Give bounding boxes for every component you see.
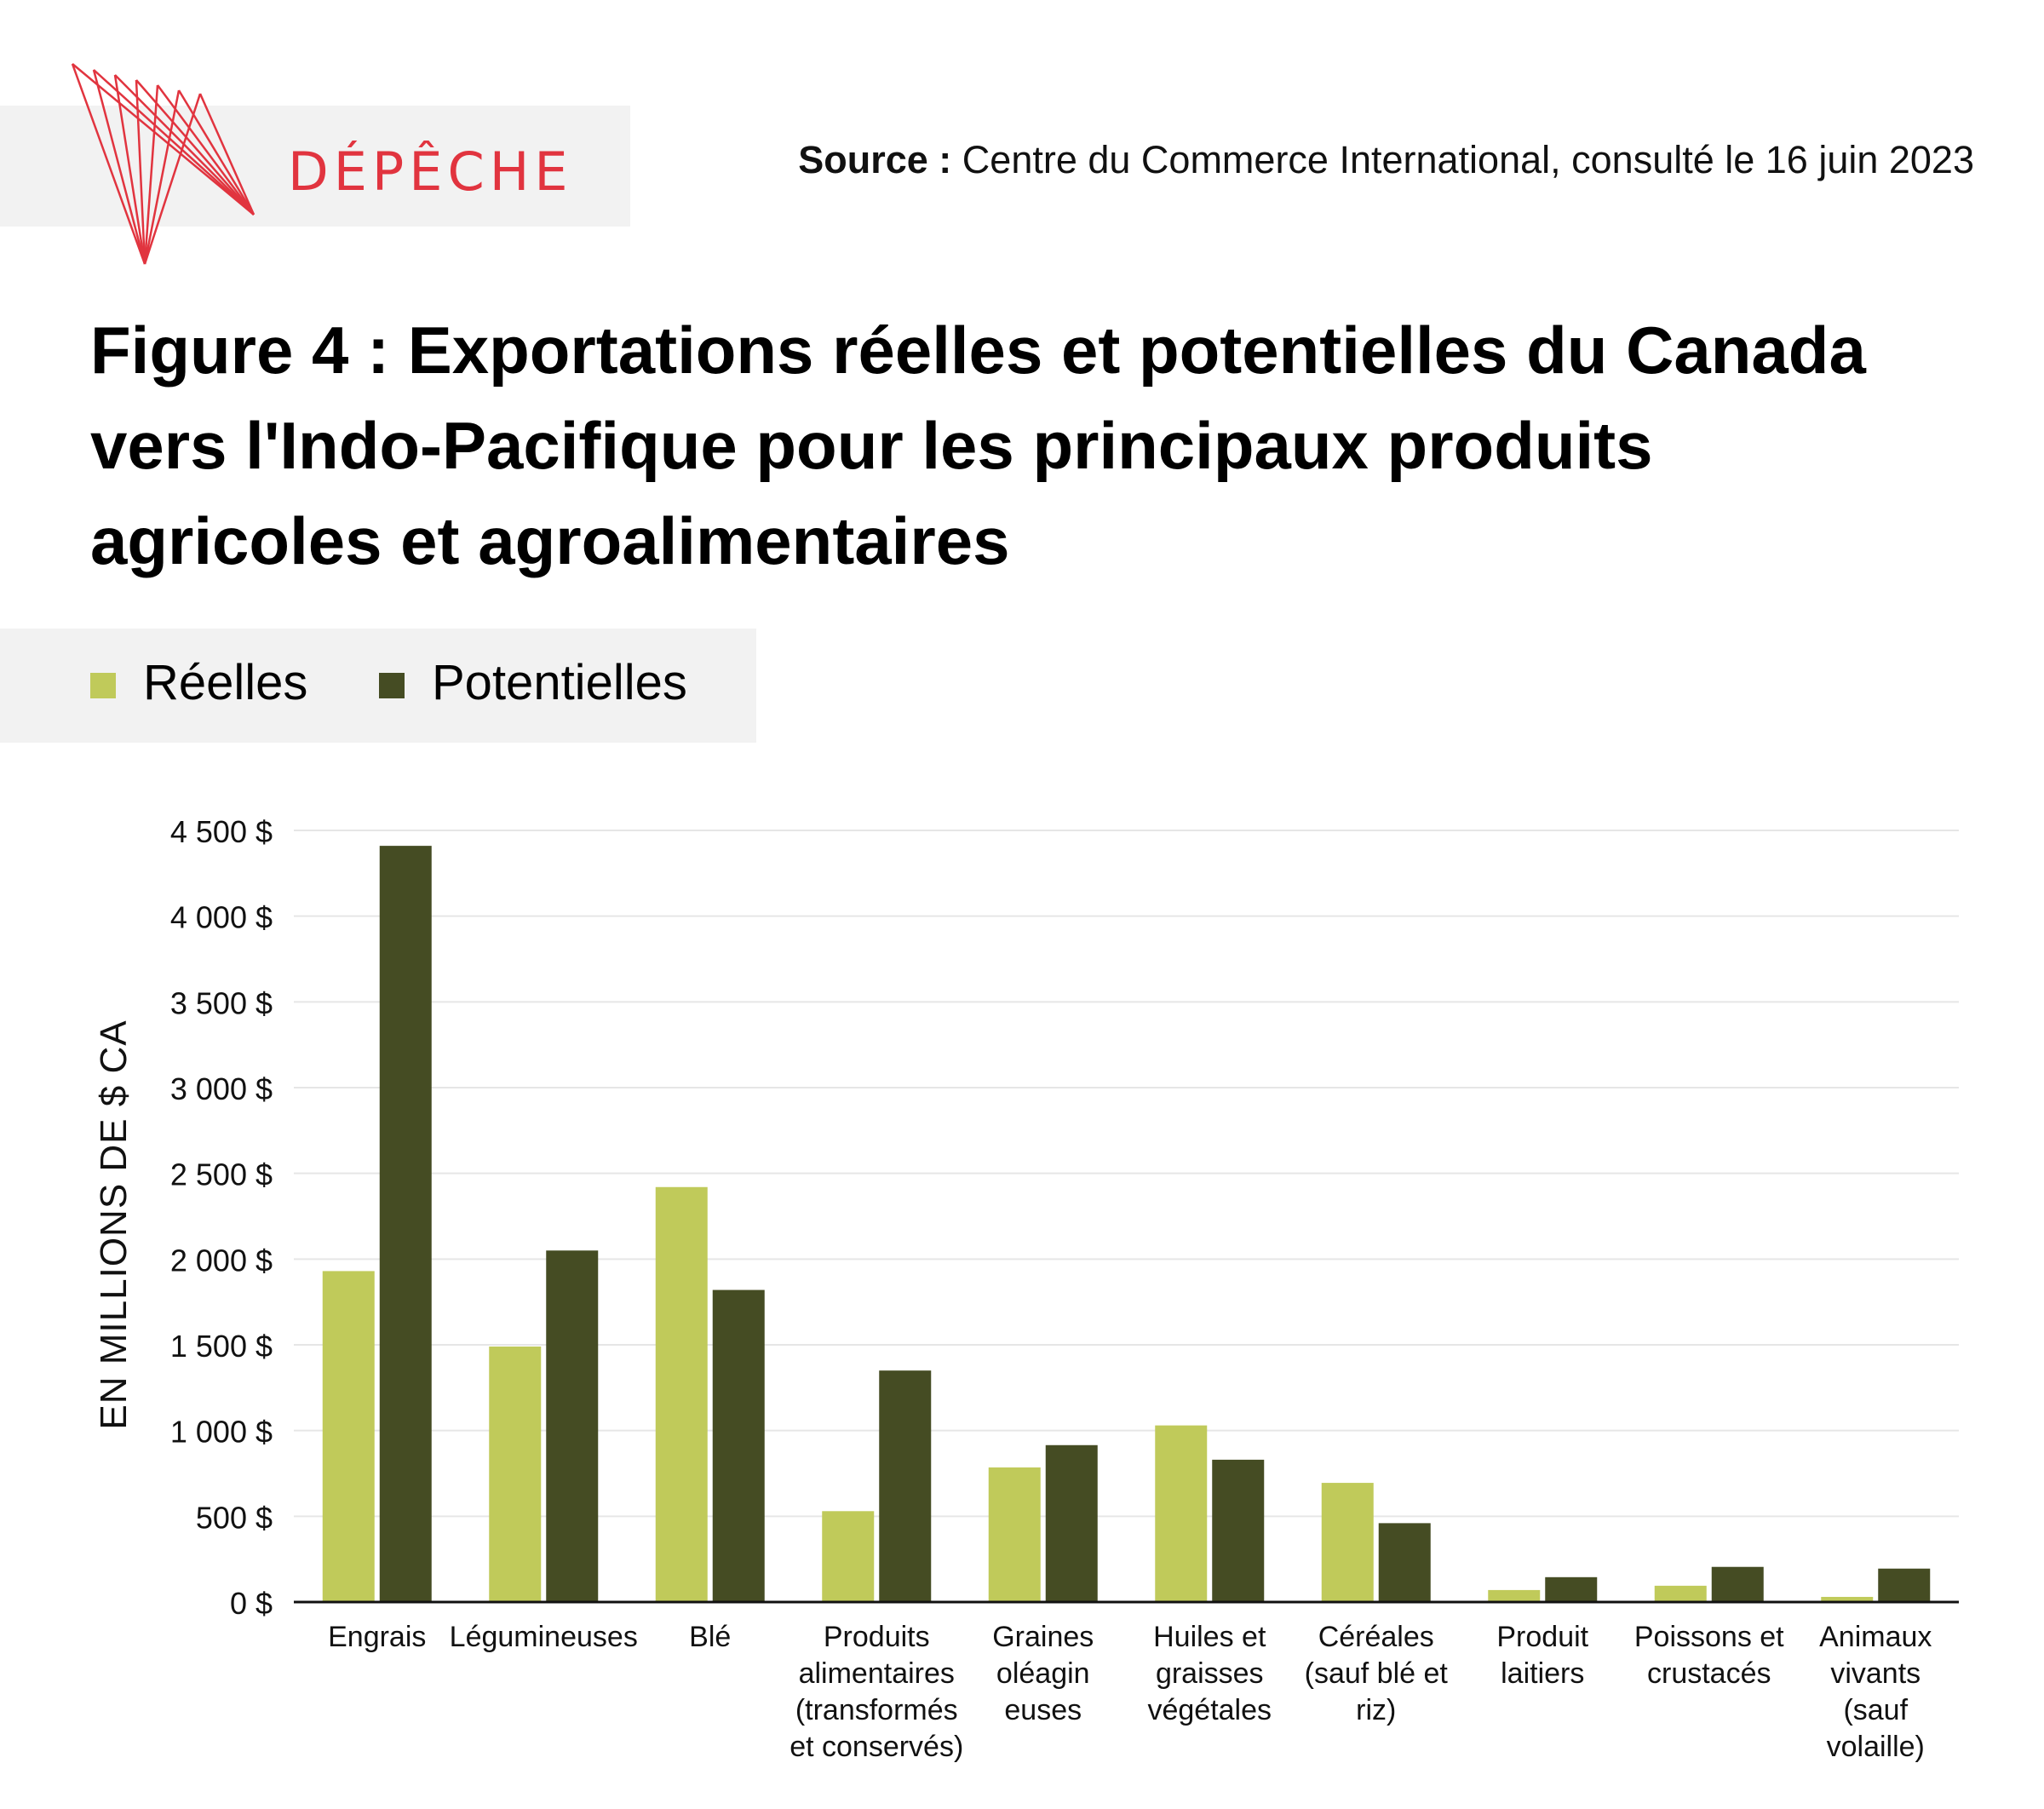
bar-reelles	[1155, 1425, 1208, 1602]
x-category-label: végétales	[1147, 1694, 1272, 1726]
x-category-label: Graines	[992, 1621, 1094, 1653]
x-category-label: Poissons et	[1634, 1621, 1784, 1653]
x-category-label: Blé	[689, 1621, 731, 1653]
x-category-label: Huiles et	[1153, 1621, 1266, 1653]
legend	[0, 629, 756, 743]
y-tick-label: 2 500 $	[170, 1157, 273, 1192]
chart-title: Figure 4 : Exportations réelles et poten…	[90, 302, 1981, 589]
x-category-label: graisses	[1156, 1657, 1264, 1690]
bar-reelles	[1321, 1483, 1374, 1602]
y-tick-label: 2 000 $	[170, 1243, 273, 1278]
source-label: Source :	[798, 138, 952, 181]
source-note: Source : Centre du Commerce Internationa…	[798, 138, 1974, 182]
legend-swatch	[379, 673, 405, 698]
y-tick-label: 500 $	[196, 1500, 273, 1535]
y-tick-label: 1 500 $	[170, 1329, 273, 1364]
title-line: agricoles et agroalimentaires	[90, 503, 1010, 578]
legend-label: Potentielles	[432, 655, 687, 710]
bar-potentielles	[1212, 1459, 1265, 1602]
legend-swatch	[90, 673, 116, 698]
title-line: Figure 4 : Exportations réelles et poten…	[90, 313, 1866, 388]
bar-reelles	[322, 1271, 375, 1602]
depeche-logo-icon	[71, 63, 256, 265]
bar-chart: 0 $ 500 $ 1 000 $ 1 500 $ 2 000 $ 2 500 $ 3 00…	[93, 814, 1959, 1763]
bar-potentielles	[1045, 1444, 1098, 1602]
x-category-label: riz)	[1356, 1694, 1396, 1726]
x-category-label: (transformés	[795, 1694, 958, 1726]
x-category-label: Animaux	[1819, 1621, 1932, 1653]
x-category-label: vivants	[1830, 1657, 1921, 1690]
y-tick-label: 4 000 $	[170, 900, 273, 935]
brand-name: DÉPÊCHE	[288, 141, 573, 203]
y-tick-label: 1 000 $	[170, 1415, 273, 1450]
x-category-label: et conservés)	[789, 1731, 963, 1763]
bar-reelles	[1654, 1585, 1707, 1602]
title-line: vers l'Indo-Pacifique pour les principau…	[90, 408, 1653, 483]
x-category-label: Légumineuses	[450, 1621, 638, 1653]
bar-reelles	[489, 1347, 542, 1602]
brand-band	[0, 106, 630, 227]
bar-potentielles	[546, 1250, 599, 1602]
x-category-label: (sauf	[1843, 1694, 1908, 1726]
bar-reelles	[655, 1186, 708, 1602]
x-category-label: alimentaires	[799, 1657, 955, 1690]
y-axis-title: EN MILLIONS DE $ CA	[93, 1019, 135, 1429]
y-tick-label: 3 500 $	[170, 985, 273, 1020]
x-category-label: Produit	[1496, 1621, 1588, 1653]
y-tick-label: 3 000 $	[170, 1071, 273, 1106]
bar-potentielles	[379, 846, 432, 1602]
y-tick-label: 0 $	[230, 1586, 273, 1621]
bar-potentielles	[1378, 1523, 1431, 1602]
bar-reelles	[1821, 1596, 1874, 1602]
bar-potentielles	[879, 1370, 932, 1602]
bar-reelles	[822, 1511, 875, 1602]
x-category-label: Céréales	[1318, 1621, 1434, 1653]
bar-potentielles	[712, 1289, 765, 1602]
x-category-label: Engrais	[328, 1621, 426, 1653]
bar-reelles	[1488, 1589, 1541, 1602]
x-category-label: Produits	[824, 1621, 930, 1653]
x-category-label: (sauf blé et	[1305, 1657, 1449, 1690]
legend-label: Réelles	[143, 655, 308, 710]
x-category-label: oléagin	[996, 1657, 1090, 1690]
bar-potentielles	[1545, 1576, 1598, 1602]
source-text: Centre du Commerce International, consul…	[962, 138, 1974, 181]
x-category-label: laitiers	[1501, 1657, 1584, 1690]
bar-potentielles	[1878, 1568, 1931, 1602]
bar-potentielles	[1711, 1566, 1764, 1602]
x-category-label: crustacés	[1647, 1657, 1771, 1690]
y-tick-label: 4 500 $	[170, 814, 273, 849]
x-category-label: euses	[1004, 1694, 1082, 1726]
x-category-label: volaille)	[1827, 1731, 1925, 1763]
bar-reelles	[988, 1467, 1041, 1602]
